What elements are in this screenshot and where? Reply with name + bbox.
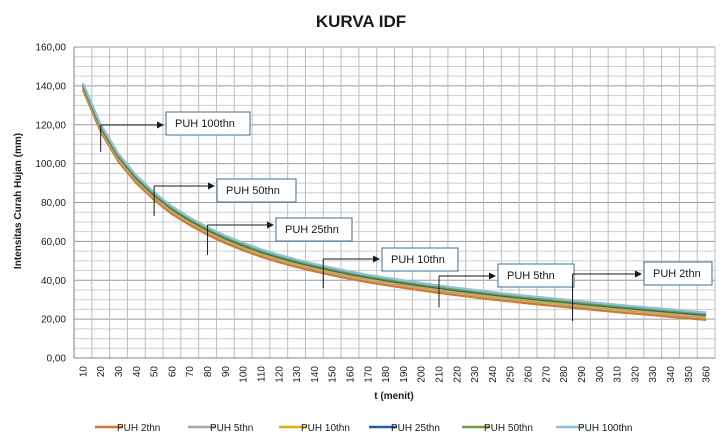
x-tick-label: 110 — [256, 366, 267, 382]
x-tick-label: 60 — [167, 366, 178, 378]
x-tick-label: 10 — [78, 366, 89, 378]
series-line-puh-2thn — [81, 89, 707, 321]
y-tick-labels: 0,00 20,00 40,00 60,00 80,00 100,00 120,00 140,… — [35, 43, 66, 365]
callout-arrowhead — [373, 255, 380, 263]
x-tick-label: 210 — [435, 366, 446, 383]
callout-label: PUH 50thn — [226, 185, 280, 197]
y-tick-label: 160,00 — [35, 43, 66, 54]
callouts: PUH 100thn PUH 50thn PUH 25thn PUH 10thn PUH… — [100, 111, 713, 322]
legend-label: PUH 50thn — [484, 423, 533, 434]
x-tick-labels: 10 20 30 40 50 60 70 80 90 100 110 120 130 140 150 160 1… — [78, 366, 712, 383]
y-tick-label: 80,00 — [41, 198, 66, 209]
legend-label: PUH 100thn — [578, 423, 632, 434]
x-tick-label: 290 — [577, 366, 588, 383]
x-tick-label: 100 — [239, 366, 250, 383]
x-axis-label: t (menit) — [374, 391, 413, 402]
legend-label: PUH 25thn — [391, 423, 440, 434]
x-tick-label: 280 — [559, 366, 570, 383]
callout-label: PUH 25thn — [285, 224, 339, 236]
series-lines — [81, 82, 707, 321]
callout-box — [497, 263, 575, 288]
x-tick-label: 200 — [417, 366, 428, 383]
x-tick-label: 160 — [345, 366, 356, 383]
y-tick-label: 140,00 — [35, 81, 66, 92]
x-tick-label: 270 — [541, 366, 552, 383]
callout-box — [643, 261, 713, 286]
y-axis-label: Intensitas Curah Hujan (mm) — [13, 133, 24, 269]
y-tick-label: 100,00 — [35, 159, 66, 170]
x-tick-label: 130 — [292, 366, 303, 383]
x-tick-label: 310 — [613, 366, 624, 383]
callout-arrowhead — [208, 182, 215, 190]
x-tick-label: 140 — [310, 366, 321, 383]
y-tick-label: 0,00 — [47, 354, 67, 365]
callout-arrowhead — [267, 221, 274, 229]
x-tick-label: 30 — [114, 366, 125, 378]
callout-box — [165, 111, 251, 136]
x-tick-label: 230 — [470, 366, 481, 383]
callout-label: PUH 10thn — [391, 254, 445, 266]
x-tick-label: 220 — [452, 366, 463, 383]
x-tick-label: 340 — [666, 366, 677, 383]
axes — [73, 47, 715, 359]
legend-label: PUH 10thn — [301, 423, 350, 434]
x-tick-label: 40 — [132, 366, 143, 378]
callout-box — [381, 247, 459, 272]
x-tick-label: 350 — [684, 366, 695, 383]
x-tick-label: 50 — [150, 366, 161, 378]
gridlines — [73, 46, 716, 359]
series-line-puh-10thn — [81, 86, 707, 318]
x-tick-label: 90 — [221, 366, 232, 378]
chart-title: KURVA IDF — [316, 12, 406, 31]
x-tick-label: 80 — [203, 366, 214, 378]
x-tick-label: 320 — [630, 366, 641, 383]
x-tick-label: 20 — [96, 366, 107, 378]
x-tick-label: 260 — [524, 366, 535, 383]
y-tick-label: 60,00 — [41, 237, 66, 248]
y-tick-label: 20,00 — [41, 315, 66, 326]
callout-arrowhead — [635, 270, 642, 278]
x-tick-label: 250 — [506, 366, 517, 383]
callout-label: PUH 5thn — [507, 270, 555, 282]
x-tick-label: 180 — [381, 366, 392, 383]
callout-arrowhead — [157, 121, 164, 129]
x-tick-label: 300 — [595, 366, 606, 383]
callout-box — [216, 178, 297, 203]
y-tick-label: 120,00 — [35, 120, 66, 131]
callout-arrowhead — [489, 272, 496, 280]
x-tick-label: 170 — [363, 366, 374, 383]
x-tick-label: 330 — [648, 366, 659, 383]
x-tick-label: 360 — [702, 366, 713, 383]
x-tick-label: 240 — [488, 366, 499, 383]
y-tick-label: 40,00 — [41, 276, 66, 287]
x-tick-label: 150 — [328, 366, 339, 383]
x-tick-label: 190 — [399, 366, 410, 383]
callout-box — [275, 217, 353, 242]
legend-label: PUH 5thn — [210, 423, 253, 434]
legend: PUH 2thn PUH 5thn PUH 10thn PUH 25thn PUH 50… — [95, 423, 632, 434]
series-line-puh-100thn — [81, 82, 707, 314]
callout-label: PUH 2thn — [653, 268, 701, 280]
callout-label: PUH 100thn — [175, 118, 235, 130]
legend-label: PUH 2thn — [117, 423, 160, 434]
x-tick-label: 120 — [274, 366, 285, 383]
x-tick-label: 70 — [185, 366, 196, 378]
